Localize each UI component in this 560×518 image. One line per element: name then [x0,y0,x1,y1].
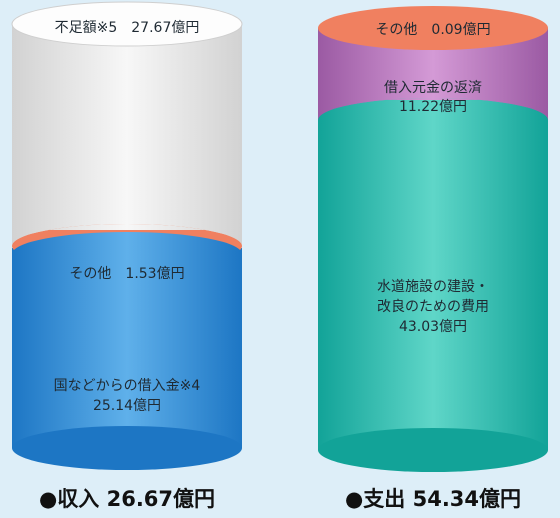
expense-other-label: その他 0.09億円 [375,22,490,38]
expense-repay-label-1: 借入元金の返済 [384,80,482,96]
expense-top-cap [318,6,548,50]
income-other-lower [12,232,242,276]
expense-cylinder [318,6,548,472]
expense-build-bottom [318,428,548,472]
income-loan-segment [12,248,242,448]
income-shortfall-label: 不足額※5 27.67億円 [55,20,200,36]
income-cylinder [11,1,243,470]
income-loan-label-1: 国などからの借入金※4 [54,378,201,394]
expense-caption: ●支出 54.34億円 [345,487,521,511]
income-shortfall-segment [12,24,242,246]
expense-build-label-2: 改良のための費用 [377,299,489,315]
expense-repay-label-2: 11.22億円 [399,99,467,115]
expense-repay-bottom [318,98,548,142]
income-caption: ●収入 26.67億円 [39,487,215,511]
income-top-cap [11,1,243,47]
expense-repay-cover [318,98,548,120]
expense-build-label-1: 水道施設の建設・ [377,279,489,295]
expense-build-label-3: 43.03億円 [399,319,467,335]
income-loan-bottom [12,426,242,470]
income-other-cover [12,224,242,246]
income-loan-label-2: 25.14億円 [93,398,161,414]
expense-build-segment [318,120,548,450]
income-other-label: その他 1.53億円 [69,266,184,282]
